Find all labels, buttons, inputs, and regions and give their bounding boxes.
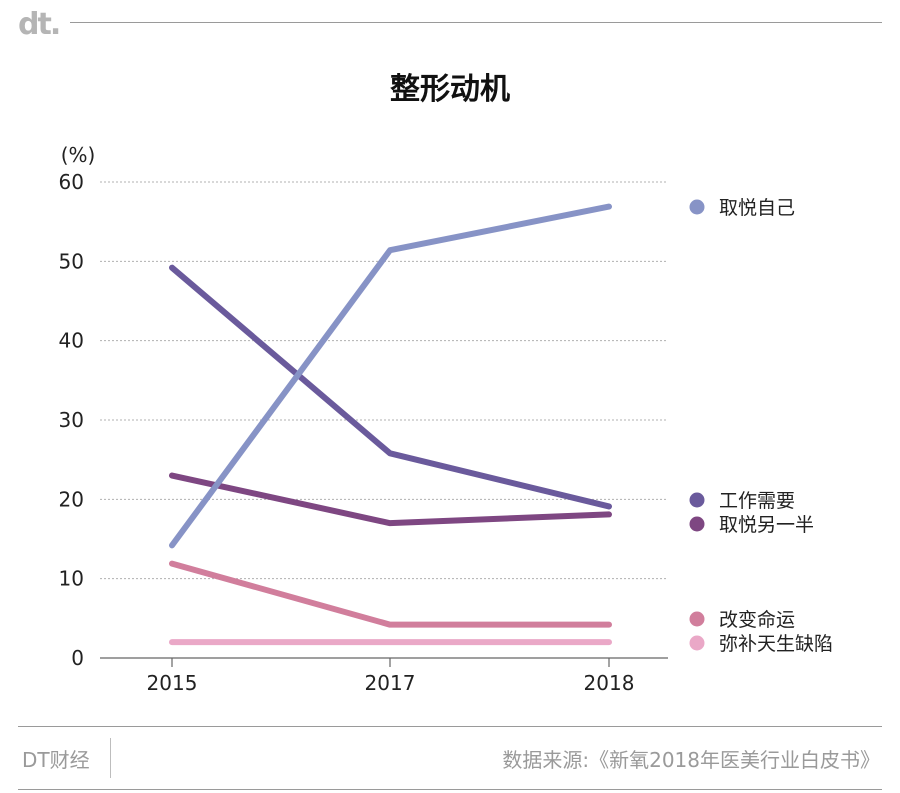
- y-tick-label: 50: [59, 249, 84, 273]
- series-line: [169, 560, 612, 628]
- legend-marker: [689, 611, 705, 627]
- top-divider: [70, 22, 882, 23]
- series-line: [169, 264, 612, 510]
- y-tick-label: 40: [59, 329, 84, 353]
- x-tick-label: 2017: [365, 671, 416, 695]
- y-axis-unit-label: (%): [61, 143, 96, 167]
- footer-divider-bottom: [18, 789, 882, 790]
- legend-label: 取悦另一半: [719, 514, 814, 536]
- legend-label: 弥补天生缺陷: [719, 633, 833, 655]
- legend-marker: [689, 516, 705, 532]
- legend-marker: [689, 492, 705, 508]
- y-tick-label: 20: [59, 487, 84, 511]
- y-tick-label: 60: [59, 170, 84, 194]
- legend-label: 改变命运: [719, 609, 795, 631]
- x-tick-label: 2015: [147, 671, 198, 695]
- data-source: 数据来源:《新氧2018年医美行业白皮书》: [502, 748, 880, 772]
- chart-title: 整形动机: [390, 72, 510, 107]
- series-line: [169, 203, 612, 549]
- dt-logo: dt.: [18, 7, 61, 42]
- line-chart: (%) 0 10 20 30 40 50 60 2015 2017 2018 取悦自己工作需要取悦另一…: [59, 143, 833, 695]
- series-line: [169, 472, 612, 527]
- x-tick-label: 2018: [584, 671, 635, 695]
- y-tick-label: 10: [59, 567, 84, 591]
- legend-label: 取悦自己: [719, 197, 795, 219]
- brand-separator: [110, 738, 111, 778]
- legend-marker: [689, 199, 705, 215]
- legend-marker: [689, 635, 705, 651]
- y-tick-label: 30: [59, 408, 84, 432]
- brand-label: DT财经: [22, 748, 90, 772]
- y-tick-label: 0: [71, 646, 84, 670]
- legend-label: 工作需要: [719, 490, 795, 512]
- footer-divider-top: [18, 726, 882, 727]
